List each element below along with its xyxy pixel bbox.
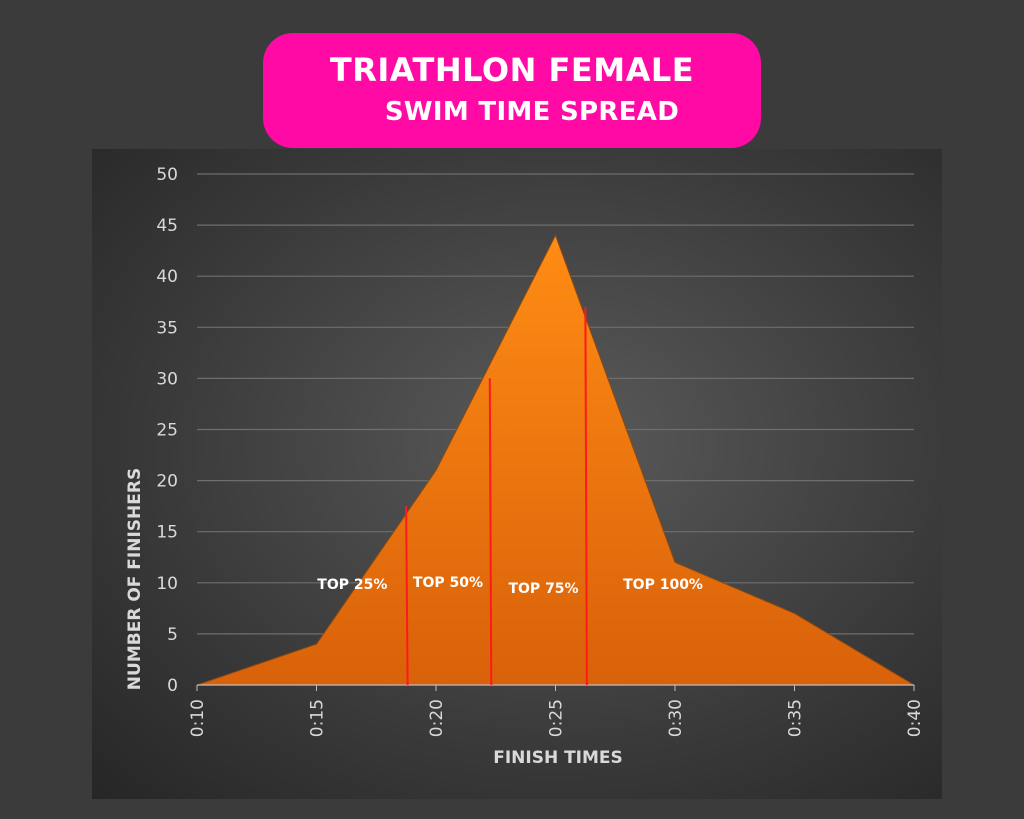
- area-chart: TOP 25% TOP 50% TOP 75% TOP 100% 0 5 10 15 20 25…: [125, 165, 925, 768]
- y-tick-label: 15: [156, 523, 178, 543]
- x-tick-label: 0:30: [666, 699, 686, 737]
- x-tick-label: 0:25: [547, 699, 567, 737]
- y-tick-label: 25: [156, 421, 178, 441]
- x-tick-label: 0:20: [427, 699, 447, 737]
- x-tick-label: 0:35: [786, 699, 806, 737]
- y-tick-label: 0: [167, 676, 178, 696]
- chart-panel: TOP 25% TOP 50% TOP 75% TOP 100% 0 5 10 15 20 25…: [92, 149, 942, 799]
- y-tick-label: 50: [156, 165, 178, 185]
- region-label: TOP 25%: [317, 577, 387, 593]
- y-tick-label: 45: [156, 216, 178, 236]
- x-axis-title: FINISH TIMES: [493, 748, 623, 768]
- y-tick-label: 5: [167, 625, 178, 645]
- y-tick-label: 35: [156, 318, 178, 338]
- y-tick-label: 40: [156, 267, 178, 287]
- percentile-divider: [405, 506, 409, 686]
- chart-subtitle: SWIM TIME SPREAD: [384, 97, 680, 127]
- y-axis-ticks: 0 5 10 15 20 25 30 35 40 45 50: [156, 165, 178, 696]
- y-axis-title: NUMBER OF FINISHERS: [125, 468, 145, 690]
- y-tick-label: 20: [156, 472, 178, 492]
- area-series: [196, 234, 916, 686]
- y-tick-label: 30: [156, 369, 178, 389]
- percentile-dividers: [405, 306, 588, 686]
- region-labels: TOP 25% TOP 50% TOP 75% TOP 100%: [317, 575, 703, 597]
- y-tick-label: 10: [156, 574, 178, 594]
- region-label: TOP 100%: [623, 577, 703, 593]
- chart-title-banner: TRIATHLON FEMALE SWIM TIME SPREAD: [263, 33, 761, 148]
- x-tick-label: 0:40: [905, 699, 925, 737]
- x-tick-label: 0:10: [188, 699, 208, 737]
- x-tick-label: 0:15: [308, 699, 328, 737]
- area-fill: [196, 234, 916, 686]
- percentile-divider: [488, 378, 493, 686]
- region-label: TOP 75%: [508, 581, 578, 597]
- region-label: TOP 50%: [413, 575, 483, 591]
- percentile-divider: [584, 306, 588, 686]
- x-axis-ticks: 0:10 0:15 0:20 0:25 0:30 0:35 0:40: [188, 685, 925, 737]
- chart-title: TRIATHLON FEMALE: [329, 51, 695, 89]
